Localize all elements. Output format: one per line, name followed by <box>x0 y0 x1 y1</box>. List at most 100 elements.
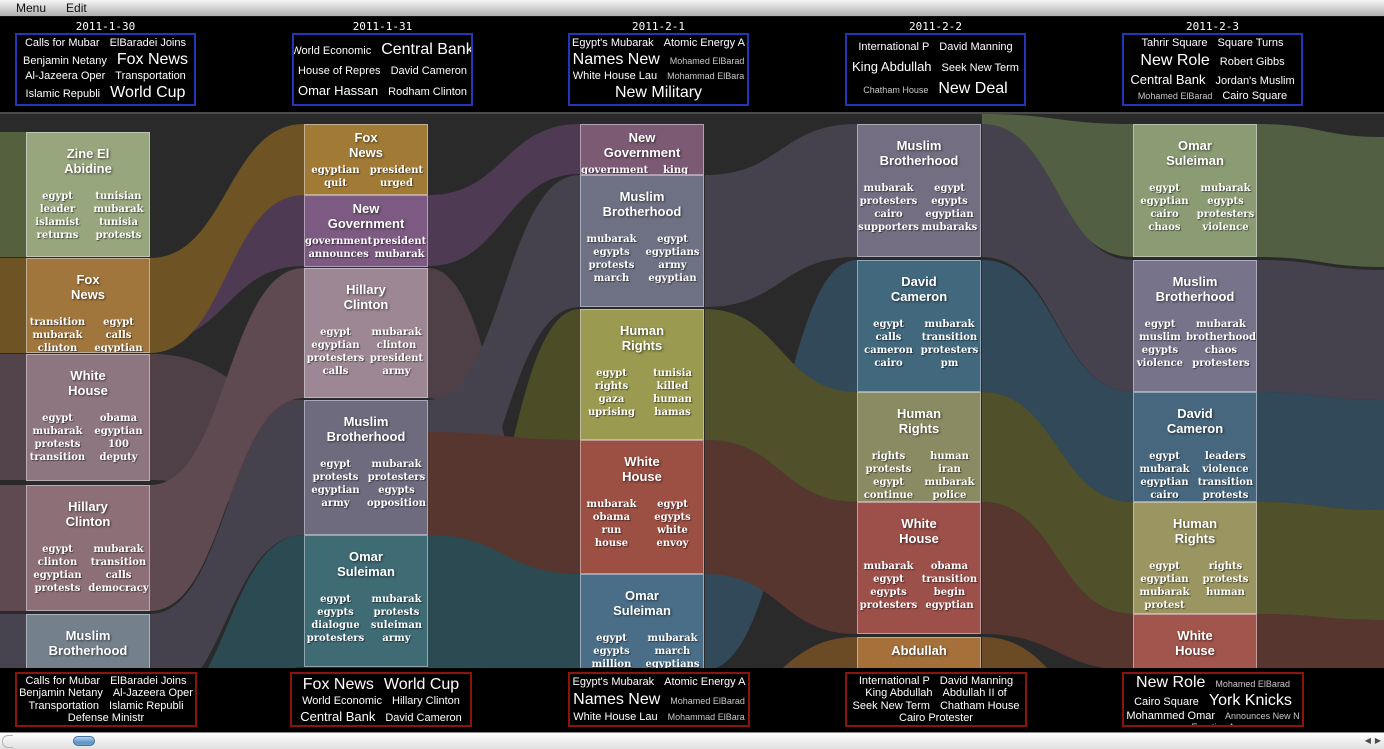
cloud-word[interactable]: Announces New N <box>1225 711 1300 721</box>
cloud-word[interactable]: Chatham House <box>939 699 1020 712</box>
cloud-word[interactable]: Mohamed ElBarad <box>670 695 745 706</box>
cloud-word[interactable]: Chatham House <box>863 85 929 95</box>
cloud-word[interactable]: Rodham Clinton <box>388 86 468 98</box>
cloud-word[interactable]: World Economic <box>302 695 383 707</box>
cloud-word[interactable]: New Role <box>1140 51 1210 69</box>
flow-ribbon[interactable] <box>0 614 26 668</box>
flow-ribbon[interactable] <box>1257 124 1384 267</box>
cloud-word[interactable]: Benjamin Netany <box>19 687 103 700</box>
flow-ribbon[interactable] <box>0 132 26 257</box>
topic-box[interactable]: New Government government king <box>580 124 704 175</box>
menu-item-edit[interactable]: Edit <box>66 1 87 15</box>
topic-box[interactable]: Muslim Brotherhood mubarak egypts protests m… <box>580 175 704 307</box>
cloud-word[interactable]: Seek New Term <box>941 62 1019 74</box>
cloud-word[interactable]: Fox News <box>302 675 374 693</box>
topic-box[interactable]: Omar Suleiman egypt egyptian cairo chaos muba… <box>1133 124 1257 257</box>
flow-ribbon[interactable] <box>428 535 580 668</box>
cloud-word[interactable]: White House Lau <box>572 70 658 83</box>
cloud-word[interactable]: Omar Hassan <box>297 83 379 98</box>
cloud-word[interactable]: New Deal <box>938 80 1008 97</box>
cloud-word[interactable]: King Abdullah <box>865 687 933 700</box>
cloud-word[interactable]: Transportation <box>28 699 99 712</box>
topic-box[interactable]: Human Rights egypt rights gaza uprising tunis… <box>580 309 704 440</box>
topic-box[interactable]: New Government government announces preside… <box>304 195 428 267</box>
topic-box[interactable]: White House mubarak obama run house egypt egyp… <box>580 440 704 574</box>
cloud-word[interactable]: David Cameron <box>390 65 467 77</box>
topic-box[interactable]: White House mubarak egypt egypts protesters o… <box>857 502 981 634</box>
cloud-word[interactable]: York Knicks <box>1208 692 1292 709</box>
cloud-word[interactable]: Al-Jazeera Oper <box>25 70 106 83</box>
flow-ribbon[interactable] <box>1257 260 1384 400</box>
topic-box[interactable]: White House <box>1133 614 1257 668</box>
cloud-word[interactable]: New Role <box>1136 674 1206 691</box>
cloud-word[interactable]: Names New <box>572 50 660 68</box>
cloud-word[interactable]: Central Bank <box>300 708 376 724</box>
cloud-word[interactable]: Mohamed ElBarad <box>1137 90 1213 101</box>
cloud-word[interactable]: Transportation <box>115 70 186 83</box>
cloud-word[interactable]: International P <box>858 41 930 53</box>
cloud-word[interactable]: Cairo Square <box>1222 89 1288 102</box>
cloud-word[interactable]: Cairo Protester <box>899 712 973 725</box>
cloud-word[interactable]: Mohammad ElBara <box>667 71 745 82</box>
topic-box[interactable]: White House egypt mubarak protests transitio… <box>26 354 150 481</box>
flow-ribbon[interactable] <box>150 400 304 668</box>
cloud-word[interactable]: Cairo Square <box>1134 696 1199 708</box>
topic-box[interactable]: Omar Suleiman egypt egypts million mubarak ma… <box>580 574 704 668</box>
flow-ribbon[interactable] <box>150 535 304 668</box>
flow-ribbon[interactable] <box>982 392 1133 614</box>
cloud-word[interactable]: Defense Ministr <box>67 712 145 725</box>
cloud-word[interactable]: Abdullah II of <box>942 687 1007 700</box>
cloud-word[interactable]: Egyptian A <box>1191 722 1235 727</box>
cloud-word[interactable]: Islamic Republi <box>108 699 184 712</box>
cloud-word[interactable]: ElBaradei Joins <box>109 36 186 49</box>
horizontal-scrollbar[interactable]: ◀ ▶ <box>0 732 1384 749</box>
cloud-word[interactable]: Calls for Mubar <box>25 674 101 687</box>
flow-ribbon[interactable] <box>0 354 26 480</box>
cloud-word[interactable]: David Cameron <box>385 711 462 724</box>
topic-box[interactable]: Hillary Clinton egypt clinton egyptian prote… <box>26 485 150 611</box>
cloud-word[interactable]: World Economic <box>292 45 372 57</box>
cloud-word[interactable]: New Military <box>614 84 703 102</box>
topic-box[interactable]: Fox News transition mubarak clinton egypt cal… <box>26 258 150 353</box>
cloud-word[interactable]: Mohamed ElBarad <box>669 55 745 66</box>
cloud-word[interactable]: International P <box>858 674 930 687</box>
topic-box[interactable]: Zine El Abidine egypt leader islamist return… <box>26 132 150 257</box>
cloud-word[interactable]: Robert Gibbs <box>1219 55 1285 68</box>
flow-ribbon[interactable] <box>705 440 857 634</box>
cloud-word[interactable]: Seek New Term <box>852 699 930 712</box>
cloud-word[interactable]: David Manning <box>939 41 1013 53</box>
cloud-word[interactable]: World Cup <box>383 675 460 693</box>
topic-box[interactable]: Muslim Brotherhood mubarak protesters cairo… <box>857 124 981 257</box>
flow-ribbon[interactable] <box>705 309 857 502</box>
topic-box[interactable]: Human Rights egypt egyptian mubarak protest r… <box>1133 502 1257 614</box>
cloud-word[interactable]: Jordan's Muslim <box>1215 75 1295 88</box>
cloud-word[interactable]: Egypt's Mubarak <box>572 676 655 689</box>
flow-ribbon[interactable] <box>0 485 26 611</box>
cloud-word[interactable]: Tahrir Square <box>1141 37 1208 50</box>
cloud-word[interactable]: Central Bank <box>1130 72 1206 88</box>
scroll-left-icon[interactable]: ◀ <box>1364 736 1371 745</box>
flow-ribbon[interactable] <box>1257 614 1384 668</box>
topic-box[interactable]: Omar Suleiman egypt egypts dialogue proteste… <box>304 535 428 667</box>
cloud-word[interactable]: House of Repres <box>298 65 381 77</box>
flow-ribbon[interactable] <box>1257 502 1384 620</box>
flow-ribbon[interactable] <box>982 637 1133 668</box>
cloud-word[interactable]: ElBaradei Joins <box>110 674 187 687</box>
cloud-word[interactable]: Islamic Republi <box>25 88 101 101</box>
flow-ribbon[interactable] <box>982 502 1133 668</box>
cloud-word[interactable]: Benjamin Netany <box>23 54 107 67</box>
scroll-right-icon[interactable]: ▶ <box>1374 736 1381 745</box>
topic-box[interactable]: Muslim Brotherhood <box>26 614 150 668</box>
flow-ribbon[interactable] <box>982 124 1133 392</box>
cloud-word[interactable]: Mohammed Omar <box>1126 710 1216 722</box>
cloud-word[interactable]: World Cup <box>110 84 186 102</box>
cloud-word[interactable]: Mohamed ElBarad <box>1215 679 1290 689</box>
flow-ribbon[interactable] <box>428 124 580 266</box>
cloud-word[interactable]: Square Turns <box>1217 37 1284 50</box>
cloud-word[interactable]: Names New <box>573 690 661 708</box>
topic-box[interactable]: Muslim Brotherhood egypt muslim egypts viole… <box>1133 260 1257 392</box>
flow-ribbon[interactable] <box>0 258 26 353</box>
cloud-word[interactable]: Atomic Energy A <box>664 676 746 689</box>
cloud-word[interactable]: Atomic Energy A <box>663 36 745 49</box>
flow-ribbon[interactable] <box>705 124 857 307</box>
